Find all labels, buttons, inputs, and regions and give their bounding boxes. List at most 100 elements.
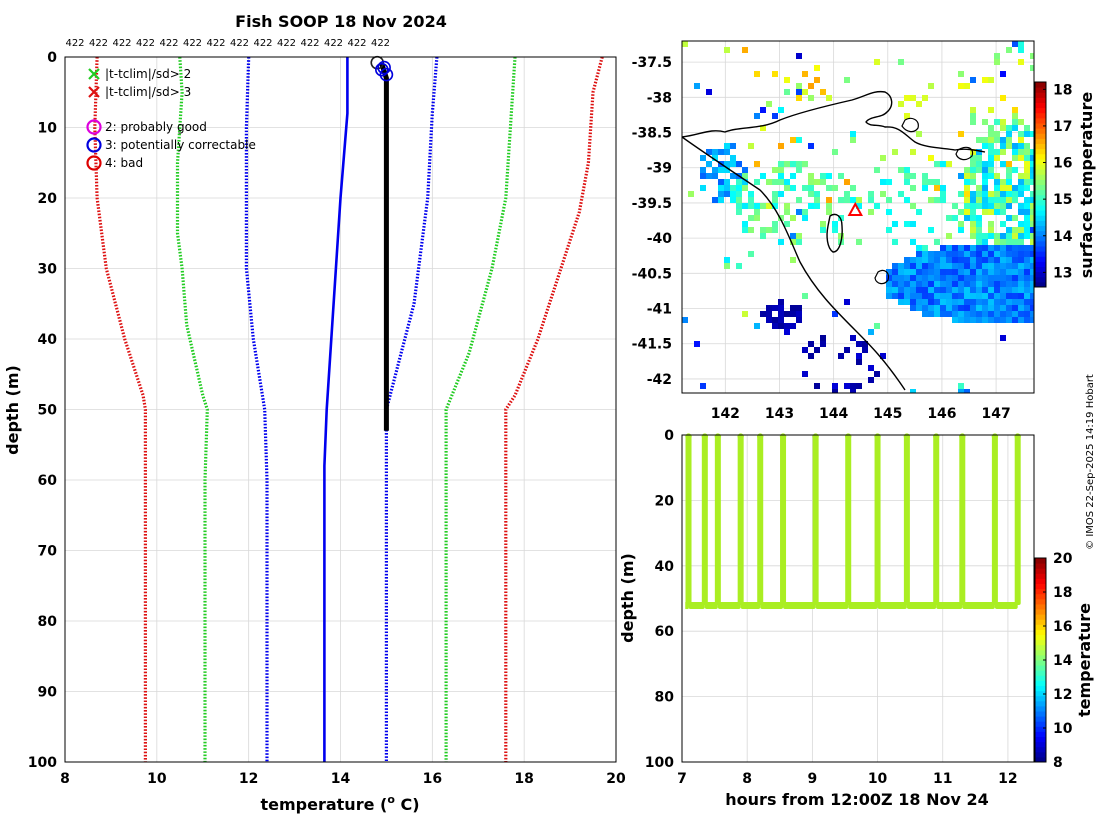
sst-pixel <box>772 113 778 119</box>
sst-pixel <box>898 299 904 305</box>
cast-profile-points <box>685 436 692 606</box>
sst-pixel <box>700 173 706 179</box>
sst-pixel <box>934 263 940 269</box>
sst-pixel <box>886 209 892 215</box>
sst-pixel <box>928 257 934 263</box>
sst-pixel <box>706 173 712 179</box>
ts-colorbar-segment <box>1035 598 1046 605</box>
sst-pixel <box>982 209 988 215</box>
sst-pixel <box>1024 257 1030 263</box>
sst-pixel <box>766 101 772 107</box>
sst-pixel <box>1018 131 1024 137</box>
sst-pixel <box>1000 203 1006 209</box>
sst-pixel <box>772 305 778 311</box>
sst-pixel <box>922 263 928 269</box>
sst-pixel <box>988 143 994 149</box>
sst-pixel <box>964 173 970 179</box>
sst-pixel <box>928 227 934 233</box>
sst-pixel <box>826 173 832 179</box>
map-y-ticks: -37.5 -38 -38.5 -39 -39.5 -40 -40.5 -41 -41.5 -42 <box>632 55 673 388</box>
sst-pixel <box>1000 209 1006 215</box>
sst-pixel <box>778 239 784 245</box>
profile-x-tick-label: 12 <box>239 771 258 787</box>
ts-colorbar-segment <box>1035 593 1046 600</box>
sst-pixel <box>958 299 964 305</box>
sst-pixel <box>946 257 952 263</box>
sst-pixel <box>1024 263 1030 269</box>
sst-pixel <box>958 281 964 287</box>
sst-pixel <box>982 203 988 209</box>
sst-pixel <box>892 221 898 227</box>
sst-pixel <box>910 287 916 293</box>
sst-pixel <box>1006 257 1012 263</box>
sst-pixel <box>1006 293 1012 299</box>
sst-pixel <box>970 263 976 269</box>
map-colorbar-segment <box>1035 82 1046 88</box>
sst-pixel <box>1000 269 1006 275</box>
bottom-trace-points <box>704 602 718 610</box>
sst-pixel <box>742 185 748 191</box>
sst-pixel <box>760 311 766 317</box>
sst-pixel <box>844 77 850 83</box>
sst-pixel <box>682 41 688 47</box>
sst-pixel <box>964 281 970 287</box>
sst-pixel <box>754 323 760 329</box>
map-colorbar-segment <box>1035 194 1046 201</box>
sst-pixel <box>1024 317 1030 323</box>
sst-pixel <box>958 305 964 311</box>
profile-y-axis-label: depth (m) <box>3 365 22 455</box>
sst-pixel <box>1024 179 1030 185</box>
sst-pixel <box>934 287 940 293</box>
sst-pixel <box>946 299 952 305</box>
sst-pixel <box>1024 275 1030 281</box>
sst-pixel <box>994 137 1000 143</box>
sst-pixel <box>934 179 940 185</box>
cast-profile-points <box>812 436 819 606</box>
bottom-trace-points <box>877 602 907 610</box>
bottom-trace-points <box>994 602 1018 610</box>
sst-pixel <box>964 299 970 305</box>
sst-pixel <box>778 179 784 185</box>
map-colorbar-segment <box>1035 133 1046 139</box>
sst-pixel <box>742 173 748 179</box>
cast-profile-points <box>991 436 998 606</box>
sst-pixel <box>928 197 934 203</box>
sst-pixel <box>976 167 982 173</box>
sst-pixel <box>874 167 880 173</box>
sst-pixel <box>796 89 802 95</box>
sst-pixel <box>994 53 1000 59</box>
sst-pixel <box>994 59 1000 65</box>
sst-pixel <box>1000 149 1006 155</box>
map-x-ticks: 142 143 144 145 146 147 <box>711 406 1011 422</box>
sst-pixel <box>790 137 796 143</box>
sst-pixel <box>790 215 796 221</box>
sst-pixel <box>994 269 1000 275</box>
profile-x-tick-label: 20 <box>606 771 626 787</box>
sst-pixel <box>898 269 904 275</box>
sst-pixel <box>970 305 976 311</box>
sst-pixel <box>952 257 958 263</box>
sst-pixel <box>718 149 724 155</box>
cast-top-point <box>685 433 692 440</box>
profile-y-tick-label: 10 <box>38 121 58 137</box>
sst-pixel <box>784 323 790 329</box>
sst-pixel <box>976 149 982 155</box>
sst-pixel <box>1012 305 1018 311</box>
sst-pixel <box>1030 221 1034 227</box>
map-colorbar-segment <box>1035 92 1046 98</box>
map-colorbar-segment <box>1035 153 1046 160</box>
map-colorbar-segment <box>1035 220 1046 226</box>
sst-pixel <box>916 275 922 281</box>
map-panel: 142 143 144 145 146 147 -37.5 -38 -38.5 -39 -39.5… <box>632 40 1096 422</box>
sst-pixel <box>982 143 988 149</box>
sst-pixel <box>808 143 814 149</box>
sst-pixel <box>988 173 994 179</box>
sst-pixel <box>1006 233 1012 239</box>
sst-pixel <box>982 293 988 299</box>
sst-pixel <box>994 251 1000 257</box>
sst-pixel <box>1030 263 1034 269</box>
ts-colorbar-segment <box>1035 563 1046 569</box>
sst-pixel <box>1024 305 1030 311</box>
sst-pixel <box>994 173 1000 179</box>
sst-pixel <box>952 317 958 323</box>
